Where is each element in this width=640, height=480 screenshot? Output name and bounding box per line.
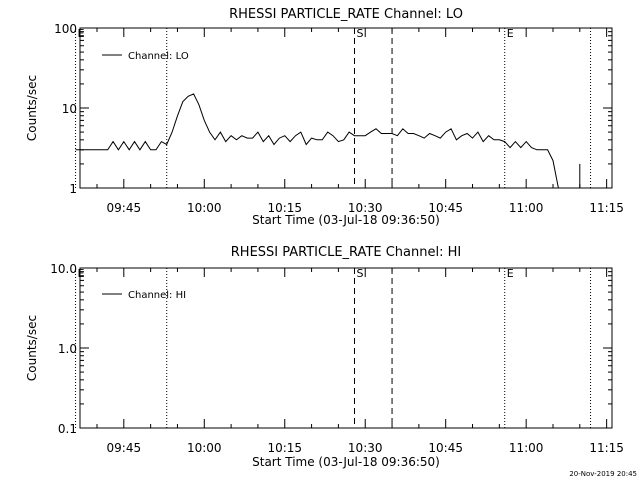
x-tick-label: 10:00 <box>187 201 222 215</box>
x-tick-label: 09:45 <box>107 441 142 455</box>
plot-lo: RHESSI PARTICLE_RATE Channel: LO 1 10 100 Co… <box>25 7 624 227</box>
event-marker-label: E <box>78 267 85 280</box>
x-tick-label: 10:15 <box>267 201 302 215</box>
legend-label: Channel: HI <box>128 290 186 301</box>
chart-title: RHESSI PARTICLE_RATE Channel: LO <box>229 7 463 22</box>
x-tick-label: 11:15 <box>589 441 624 455</box>
x-tick-label: 10:30 <box>348 441 383 455</box>
x-tick-label: 09:45 <box>107 201 142 215</box>
x-tick-label: 10:00 <box>187 441 222 455</box>
event-marker-label: E <box>507 27 514 40</box>
x-tick-label: 10:30 <box>348 201 383 215</box>
y-tick-label: 0.1 <box>58 422 77 436</box>
y-tick-label: 100 <box>54 22 77 36</box>
event-marker-label: E <box>507 267 514 280</box>
y-tick-label: 1.0 <box>58 342 77 356</box>
x-tick-label: 10:45 <box>428 441 463 455</box>
x-tick-label: 10:45 <box>428 201 463 215</box>
y-axis-label: Counts/sec <box>25 315 39 381</box>
y-axis-label: Counts/sec <box>25 75 39 141</box>
x-tick-label: 11:15 <box>589 201 624 215</box>
y-tick-label: 1 <box>69 182 77 196</box>
plot-hi: RHESSI PARTICLE_RATE Channel: HI 0.1 1.0 10… <box>25 245 624 469</box>
y-tick-label: 10 <box>62 102 77 116</box>
x-tick-label: 11:00 <box>509 201 544 215</box>
legend-label: Channel: LO <box>128 51 189 62</box>
x-tick-label: 10:15 <box>267 441 302 455</box>
event-marker-label: S <box>356 27 363 40</box>
x-axis-label: Start Time (03-Jul-18 09:36:50) <box>252 213 440 227</box>
x-tick-label: 11:00 <box>509 441 544 455</box>
event-marker-label: S <box>356 267 363 280</box>
event-marker-label: E <box>78 27 85 40</box>
y-tick-label: 10.0 <box>50 262 77 276</box>
footer-timestamp: 20-Nov-2019 20:45 <box>569 470 637 478</box>
chart-title: RHESSI PARTICLE_RATE Channel: HI <box>231 245 461 260</box>
x-axis-label: Start Time (03-Jul-18 09:36:50) <box>252 455 440 469</box>
series-line <box>75 93 559 189</box>
